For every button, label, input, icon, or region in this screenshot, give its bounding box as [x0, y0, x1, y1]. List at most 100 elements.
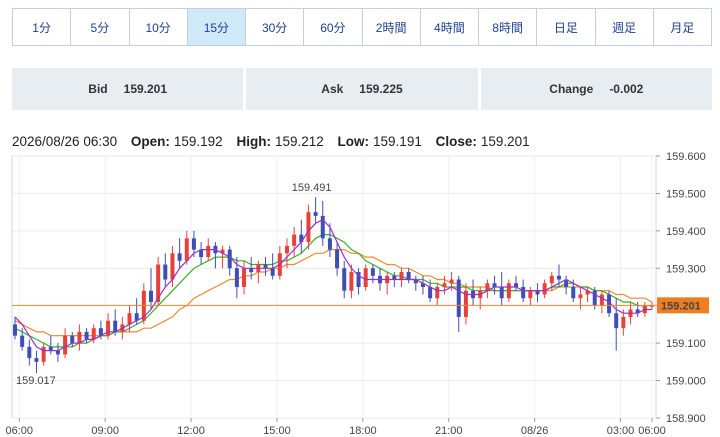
- x-tick-label: 18:00: [349, 425, 377, 437]
- candle-body: [399, 272, 404, 280]
- timeframe-tab[interactable]: 2時間: [362, 9, 421, 45]
- open-value: 159.192: [173, 134, 223, 149]
- timeframe-tab[interactable]: 4時間: [420, 9, 479, 45]
- candle-body: [528, 290, 533, 299]
- ask-box: Ask 159.225: [246, 68, 478, 110]
- candle-body: [449, 279, 454, 284]
- current-price-tag: [657, 297, 709, 314]
- candle-body: [413, 279, 418, 284]
- timeframe-tab[interactable]: 8時間: [479, 9, 538, 45]
- candle-body: [84, 331, 89, 340]
- low-label: Low:: [337, 134, 370, 149]
- candle-body: [270, 268, 275, 276]
- candle-body: [199, 249, 204, 258]
- candlestick-chart[interactable]: 158.900159.000159.100159.200159.300159.4…: [0, 150, 720, 437]
- candle-body: [306, 212, 311, 243]
- candle-body: [134, 313, 139, 321]
- close-value: 159.201: [480, 134, 530, 149]
- candle-body: [234, 268, 239, 287]
- timeframe-tab[interactable]: 1分: [13, 9, 72, 45]
- open-label: Open:: [130, 134, 170, 149]
- quote-bar: Bid 159.201 Ask 159.225 Change -0.002: [12, 68, 712, 110]
- candle-body: [463, 290, 468, 317]
- candle-body: [514, 283, 519, 287]
- candle-body: [91, 328, 96, 340]
- candle-body: [70, 335, 75, 344]
- candle-body: [614, 313, 619, 329]
- candle-body: [206, 245, 211, 258]
- candle-body: [607, 294, 612, 314]
- ask-value: 159.225: [359, 82, 403, 96]
- timeframe-tab[interactable]: 5分: [71, 9, 130, 45]
- candle-body: [227, 249, 232, 269]
- change-label: Change: [549, 82, 594, 96]
- candle-body: [456, 279, 461, 317]
- x-tick-label: 09:00: [91, 425, 119, 437]
- candle-body: [284, 245, 289, 254]
- x-tick-label: 12:00: [177, 425, 205, 437]
- candle-body: [428, 287, 433, 299]
- ohlc-readout: 2026/08/26 06:30 Open: 159.192 High: 159.2…: [12, 134, 530, 149]
- candle-body: [564, 279, 569, 287]
- candle-body: [571, 287, 576, 299]
- timeframe-tab[interactable]: 月足: [653, 9, 711, 45]
- candle-body: [163, 264, 168, 280]
- candle-body: [621, 316, 626, 329]
- timeframe-tab[interactable]: 10分: [129, 9, 188, 45]
- candle-body: [349, 272, 354, 291]
- candle-body: [263, 264, 268, 269]
- candle-body: [55, 350, 60, 355]
- candle-body: [599, 294, 604, 306]
- candle-body: [342, 268, 347, 291]
- candle-body: [113, 320, 118, 332]
- y-tick-label: 159.100: [666, 338, 706, 350]
- candle-body: [106, 320, 111, 336]
- high-value: 159.212: [274, 134, 324, 149]
- candle-body: [499, 287, 504, 299]
- y-tick-label: 159.400: [666, 226, 706, 238]
- x-tick-label: 03:00: [607, 425, 635, 437]
- x-tick-label: 21:00: [435, 425, 463, 437]
- bid-value: 159.201: [123, 82, 168, 96]
- y-tick-label: 158.900: [666, 413, 706, 425]
- candle-body: [485, 283, 490, 291]
- candle-body: [635, 309, 640, 314]
- timeframe-tab[interactable]: 60分: [304, 9, 363, 45]
- timeframe-tabs: 1分 5分 10分 15分 30分 60分 2時間 4時間 8時間 日足 週足 月足: [12, 8, 712, 46]
- candle-body: [420, 283, 425, 287]
- candle-body: [356, 272, 361, 287]
- timeframe-tab[interactable]: 日足: [537, 9, 596, 45]
- ohlc-datetime: 2026/08/26 06:30: [12, 134, 118, 149]
- candle-body: [242, 268, 247, 287]
- candle-body: [34, 358, 39, 362]
- candle-body: [13, 324, 17, 336]
- plot-frame: [11, 155, 657, 419]
- candle-body: [48, 346, 53, 351]
- low-value: 159.191: [373, 134, 422, 149]
- candle-body: [170, 253, 175, 280]
- timeframe-tab[interactable]: 週足: [595, 9, 654, 45]
- timeframe-tab[interactable]: 30分: [246, 9, 305, 45]
- change-value: -0.002: [609, 82, 644, 96]
- candle-body: [435, 287, 440, 299]
- candle-body: [63, 335, 68, 355]
- candle-body: [585, 290, 590, 295]
- candle-body: [578, 294, 583, 299]
- candle-body: [542, 283, 547, 295]
- ma-short-line: [14, 218, 652, 352]
- candle-body: [177, 253, 182, 261]
- candle-body: [41, 346, 46, 362]
- timeframe-tab[interactable]: 15分: [187, 9, 246, 45]
- candle-body: [335, 249, 340, 269]
- candle-body: [313, 212, 318, 216]
- y-tick-label: 159.300: [666, 263, 706, 275]
- y-tick-label: 159.600: [666, 151, 706, 163]
- candle-body: [127, 313, 132, 325]
- candle-body: [320, 215, 325, 239]
- candle-body: [220, 249, 225, 254]
- x-tick-label: 06:00: [638, 425, 666, 437]
- candle-body: [191, 238, 196, 250]
- min-price-label: 159.017: [16, 375, 56, 387]
- candle-body: [492, 283, 497, 287]
- candle-body: [327, 238, 332, 250]
